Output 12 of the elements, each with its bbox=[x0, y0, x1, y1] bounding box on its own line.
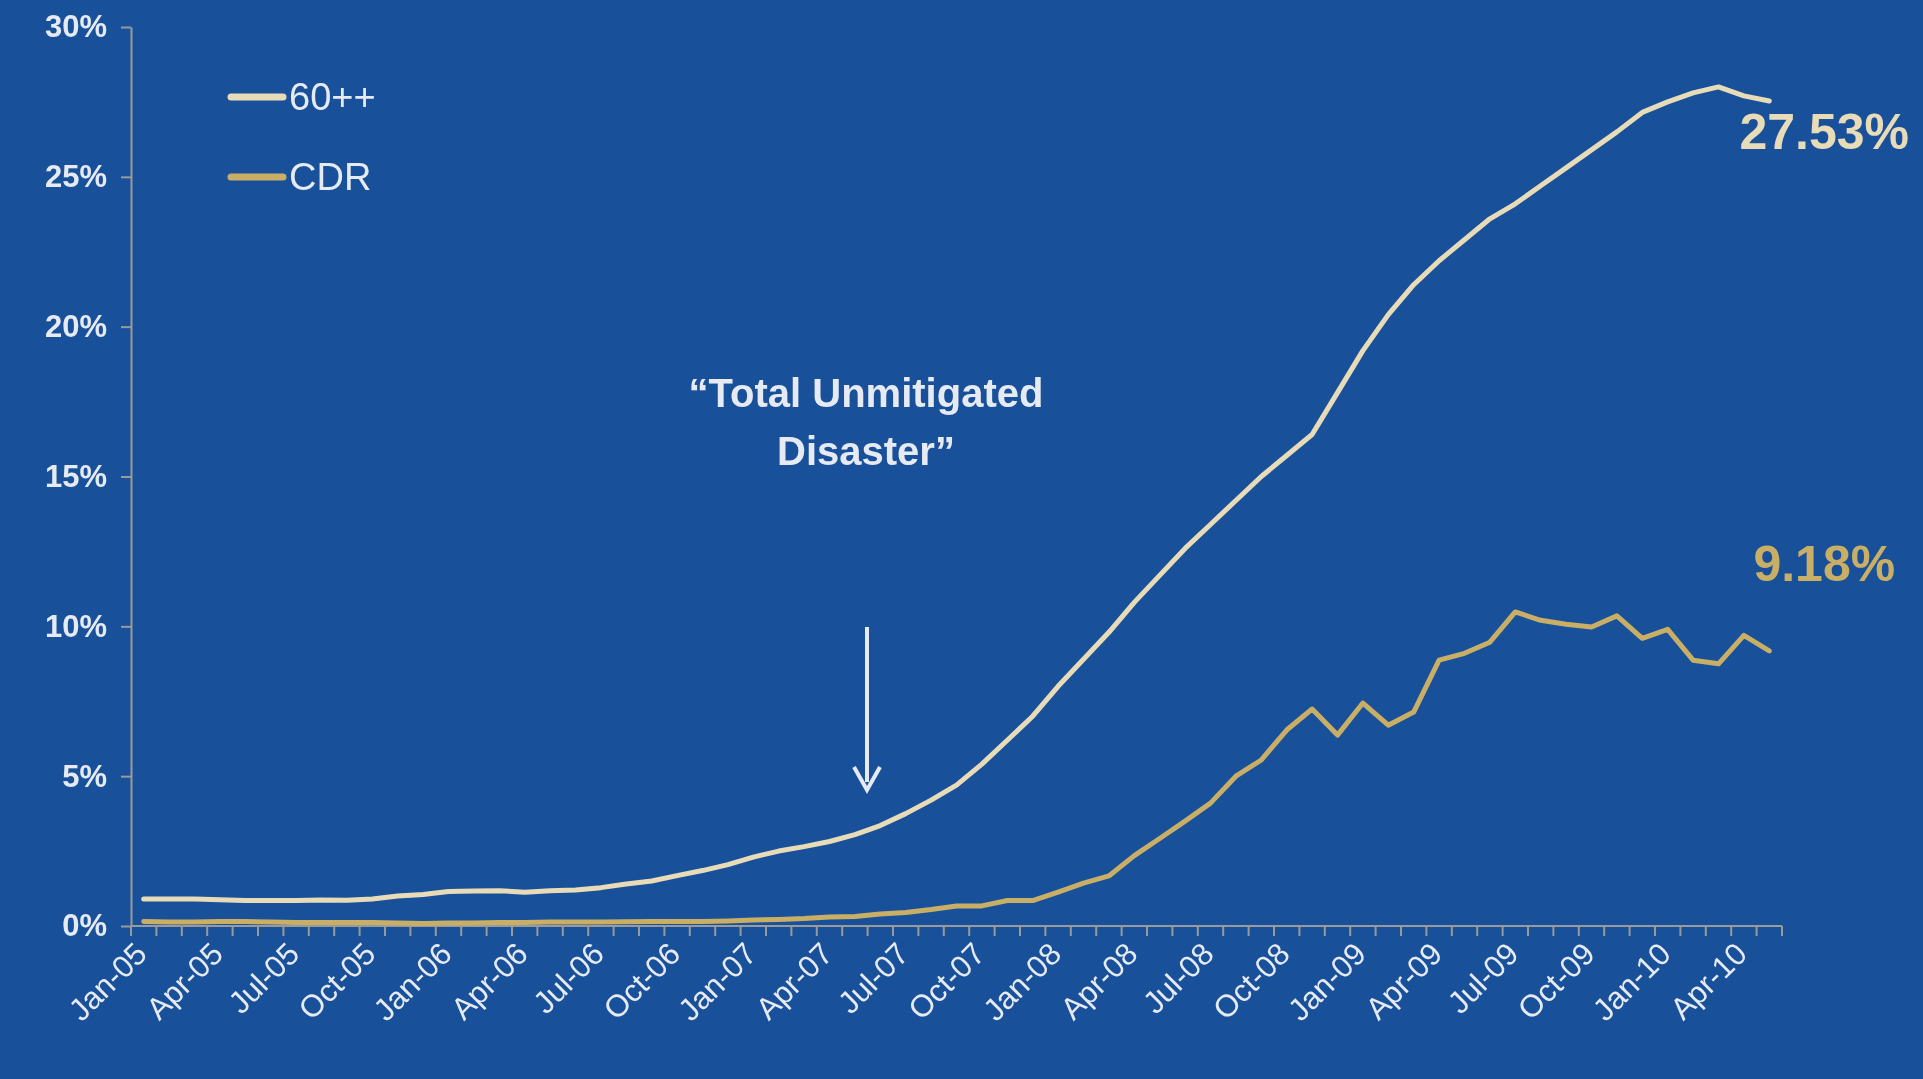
y-tick-label: 5% bbox=[62, 758, 107, 794]
y-tick-label: 30% bbox=[44, 9, 107, 45]
annotation: “Total Unmitigated Disaster” bbox=[688, 371, 1044, 473]
y-tick-label: 0% bbox=[62, 908, 107, 944]
legend-label: CDR bbox=[289, 156, 372, 198]
data-label: 9.18% bbox=[1753, 535, 1896, 592]
y-tick-label: 15% bbox=[44, 458, 107, 494]
y-tick-label: 20% bbox=[44, 309, 107, 345]
y-tick-label: 10% bbox=[44, 608, 107, 644]
legend-label: 60++ bbox=[289, 76, 376, 118]
y-tick-label: 25% bbox=[44, 159, 107, 195]
data-label: 27.53% bbox=[1739, 104, 1910, 161]
